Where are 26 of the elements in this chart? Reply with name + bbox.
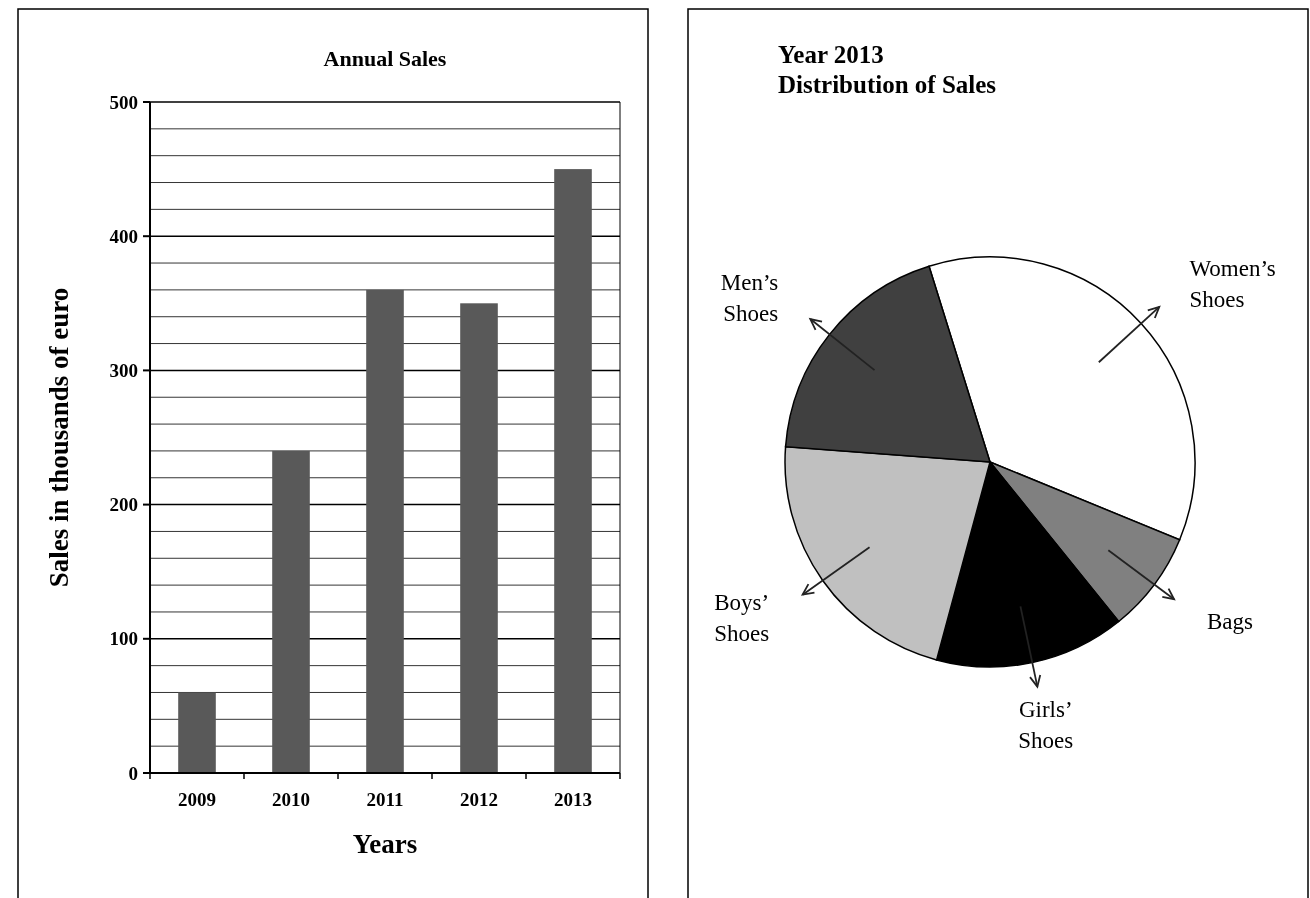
x-axis-title: Years	[352, 829, 418, 859]
slice-label: Men’s Shoes	[720, 270, 779, 327]
slice-label: Women’s Shoes	[1189, 256, 1276, 313]
bar	[272, 450, 310, 773]
x-tick-label: 2012	[460, 789, 498, 810]
bar	[366, 289, 404, 773]
bar	[554, 169, 592, 773]
slice-label: Girls’ Shoes	[1018, 696, 1074, 753]
y-tick-label: 0	[128, 762, 138, 784]
chart-subtitle: Distribution of Sales	[778, 71, 997, 98]
slice-label: Bags	[1206, 609, 1254, 635]
chart-title: Annual Sales	[323, 46, 447, 71]
y-tick-label: 400	[109, 225, 138, 247]
x-tick-label: 2013	[554, 789, 592, 810]
x-tick-label: 2010	[272, 789, 310, 810]
chart-title: Year 2013	[778, 41, 884, 68]
y-axis-title: Sales in thousands of euro	[44, 287, 74, 588]
x-tick-label: 2009	[178, 789, 216, 810]
bar	[178, 692, 216, 773]
y-tick-label: 500	[109, 91, 138, 113]
x-tick-label: 2011	[366, 789, 404, 810]
bar	[460, 303, 498, 773]
y-tick-label: 100	[109, 628, 138, 650]
y-tick-label: 300	[109, 360, 138, 382]
y-tick-label: 200	[109, 494, 138, 516]
slice-label: Boys’ Shoes	[714, 590, 770, 647]
